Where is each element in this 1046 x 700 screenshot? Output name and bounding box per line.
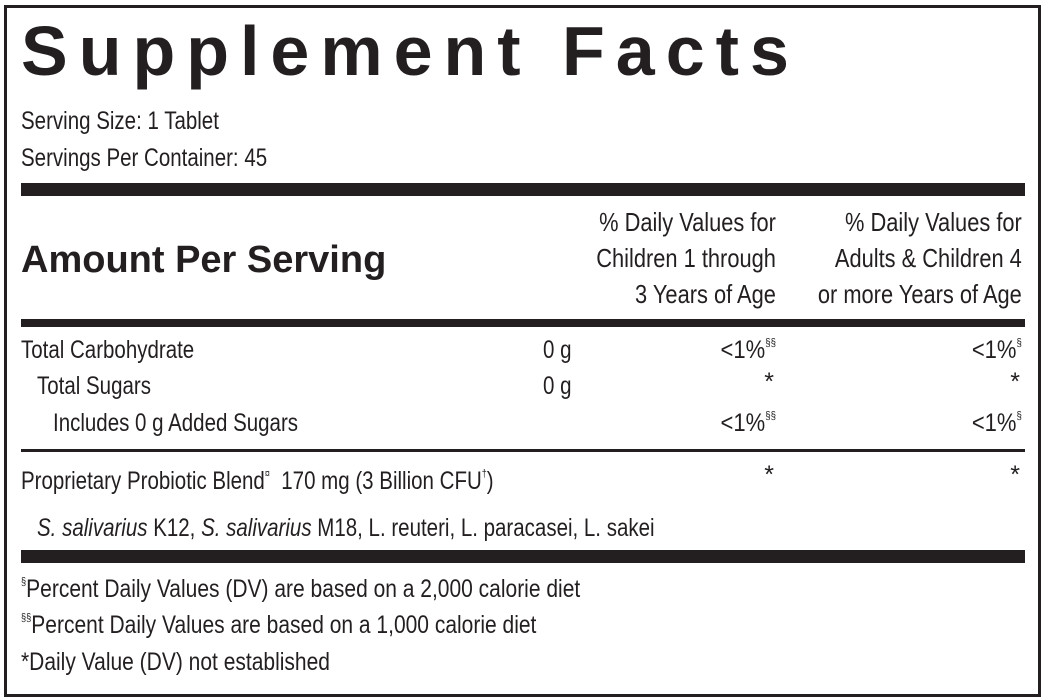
nutrient-name: Total Sugars [37,372,151,400]
nutrient-dv-adults: <1%§ [971,409,1022,437]
header-adults-line-2: Adults & Children 4 [835,243,1022,273]
amount-per-serving: Amount Per Serving [21,239,387,281]
footnote-dv-not-established: *Daily Value (DV) not established [21,648,330,676]
header-adults-line-1: % Daily Values for [845,207,1022,237]
footnote-dv-1000: §§Percent Daily Values are based on a 1,… [21,611,537,639]
supplement-facts-panel: Supplement Facts Serving Size: 1 Tablet … [4,5,1041,697]
blend-amount: 170 mg (3 Billion CFU [281,467,482,495]
blend-name: Proprietary Probiotic Blend [21,467,265,495]
rule-thin [21,449,1025,452]
blend-dv-children: * [764,461,774,489]
rule-thick-top [21,183,1025,196]
nutrient-dv-children: * [764,368,774,396]
nutrient-dv-children: <1%§§ [720,409,776,437]
header-children: % Daily Values for Children 1 through 3 … [596,204,776,312]
rule-thick-bottom [21,550,1025,563]
header-adults: % Daily Values for Adults & Children 4 o… [818,204,1022,312]
blend-label: Proprietary Probiotic Blend¤ 170 mg (3 B… [21,467,494,495]
header-children-line-1: % Daily Values for [599,207,776,237]
blend-dv-adults: * [1010,461,1020,489]
servings-per-container: Servings Per Container: 45 [21,144,268,172]
footnote-dv-2000: §Percent Daily Values (DV) are based on … [21,575,581,603]
panel-title: Supplement Facts [21,12,800,90]
nutrient-amount: 0 g [543,336,572,364]
nutrient-dv-adults: <1%§ [971,336,1022,364]
rule-medium [21,319,1025,327]
header-children-line-2: Children 1 through [596,243,776,273]
nutrient-name: Total Carbohydrate [21,336,195,364]
nutrient-name: Includes 0 g Added Sugars [53,409,299,437]
nutrient-dv-children: <1%§§ [720,336,776,364]
header-adults-line-3: or more Years of Age [818,279,1022,309]
header-children-line-3: 3 Years of Age [635,279,776,309]
nutrient-dv-adults: * [1010,368,1020,396]
blend-strains: S. salivarius K12, S. salivarius M18, L.… [37,514,655,542]
serving-size: Serving Size: 1 Tablet [21,107,219,135]
nutrient-amount: 0 g [543,372,572,400]
